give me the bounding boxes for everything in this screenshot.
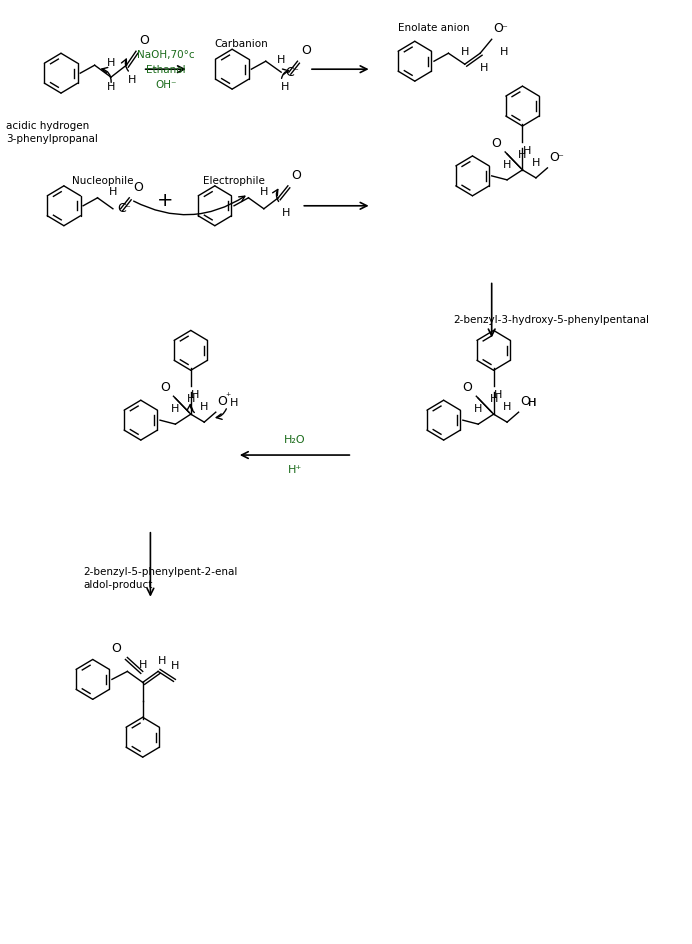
Text: aldol-product: aldol-product — [83, 580, 152, 590]
Text: O: O — [491, 137, 501, 150]
Text: H: H — [480, 63, 488, 74]
Text: 2-benzyl-3-hydroxy-5-phenylpentanal: 2-benzyl-3-hydroxy-5-phenylpentanal — [453, 315, 649, 326]
Text: H: H — [128, 76, 136, 85]
Text: NaOH,70°c: NaOH,70°c — [137, 50, 194, 60]
Text: OH⁻: OH⁻ — [155, 80, 176, 91]
Text: H: H — [493, 390, 502, 400]
Text: H: H — [281, 82, 289, 93]
Text: O: O — [139, 34, 149, 47]
Text: ⁻: ⁻ — [293, 67, 298, 77]
Text: H: H — [138, 661, 147, 670]
Text: H: H — [277, 55, 285, 65]
Text: C: C — [285, 66, 293, 78]
Text: Ethanol: Ethanol — [146, 65, 185, 76]
Text: H⁺: H⁺ — [287, 465, 302, 475]
Text: H: H — [158, 656, 166, 666]
Text: acidic hydrogen: acidic hydrogen — [6, 121, 89, 131]
Text: H: H — [489, 395, 498, 404]
Text: H: H — [260, 187, 268, 196]
Text: H: H — [461, 47, 469, 58]
Text: O: O — [462, 381, 473, 395]
Text: H: H — [531, 158, 540, 168]
Text: Nucleophile: Nucleophile — [71, 176, 133, 186]
Text: H: H — [230, 398, 239, 408]
Text: Carbanion: Carbanion — [215, 40, 268, 49]
FancyArrowPatch shape — [188, 405, 194, 413]
FancyArrowPatch shape — [282, 69, 289, 78]
Text: ⁺: ⁺ — [226, 392, 230, 402]
Text: H: H — [187, 395, 195, 404]
Text: H: H — [171, 404, 180, 414]
Text: O: O — [292, 169, 302, 182]
Text: Enolate anion: Enolate anion — [398, 24, 470, 33]
Text: Electrophile: Electrophile — [203, 176, 265, 186]
Text: O: O — [520, 396, 530, 408]
Text: H: H — [200, 402, 208, 413]
Text: O: O — [301, 44, 311, 58]
FancyArrowPatch shape — [122, 59, 129, 71]
Text: O: O — [160, 381, 170, 395]
Text: +: + — [156, 192, 173, 211]
Text: H: H — [522, 146, 531, 156]
Text: ⁻: ⁻ — [501, 25, 507, 34]
Text: C: C — [117, 202, 125, 215]
Text: O: O — [133, 181, 143, 194]
Text: H: H — [503, 402, 511, 413]
Text: H: H — [500, 47, 508, 58]
FancyArrowPatch shape — [216, 409, 226, 419]
Text: O: O — [493, 23, 504, 35]
Text: H: H — [191, 390, 199, 400]
FancyArrowPatch shape — [273, 190, 279, 201]
FancyArrowPatch shape — [134, 196, 245, 214]
Text: H: H — [282, 208, 291, 218]
Text: 3-phenylpropanal: 3-phenylpropanal — [6, 134, 98, 144]
Text: O: O — [549, 151, 559, 164]
Text: ⁻: ⁻ — [125, 204, 130, 213]
Text: H: H — [107, 59, 115, 68]
Text: O: O — [218, 396, 228, 408]
Text: H₂O: H₂O — [284, 435, 305, 445]
Text: H: H — [107, 82, 115, 93]
Text: 2-benzyl-5-phenylpent-2-enal: 2-benzyl-5-phenylpent-2-enal — [83, 566, 237, 577]
Text: H: H — [518, 150, 527, 160]
Text: O: O — [111, 643, 122, 655]
Text: H: H — [503, 160, 511, 170]
Text: H: H — [109, 187, 117, 196]
Text: H: H — [474, 404, 482, 414]
Text: H: H — [171, 662, 180, 671]
FancyArrowPatch shape — [102, 67, 111, 82]
Text: H: H — [528, 398, 536, 408]
Text: H: H — [528, 398, 536, 408]
Text: ⁻: ⁻ — [557, 153, 563, 163]
